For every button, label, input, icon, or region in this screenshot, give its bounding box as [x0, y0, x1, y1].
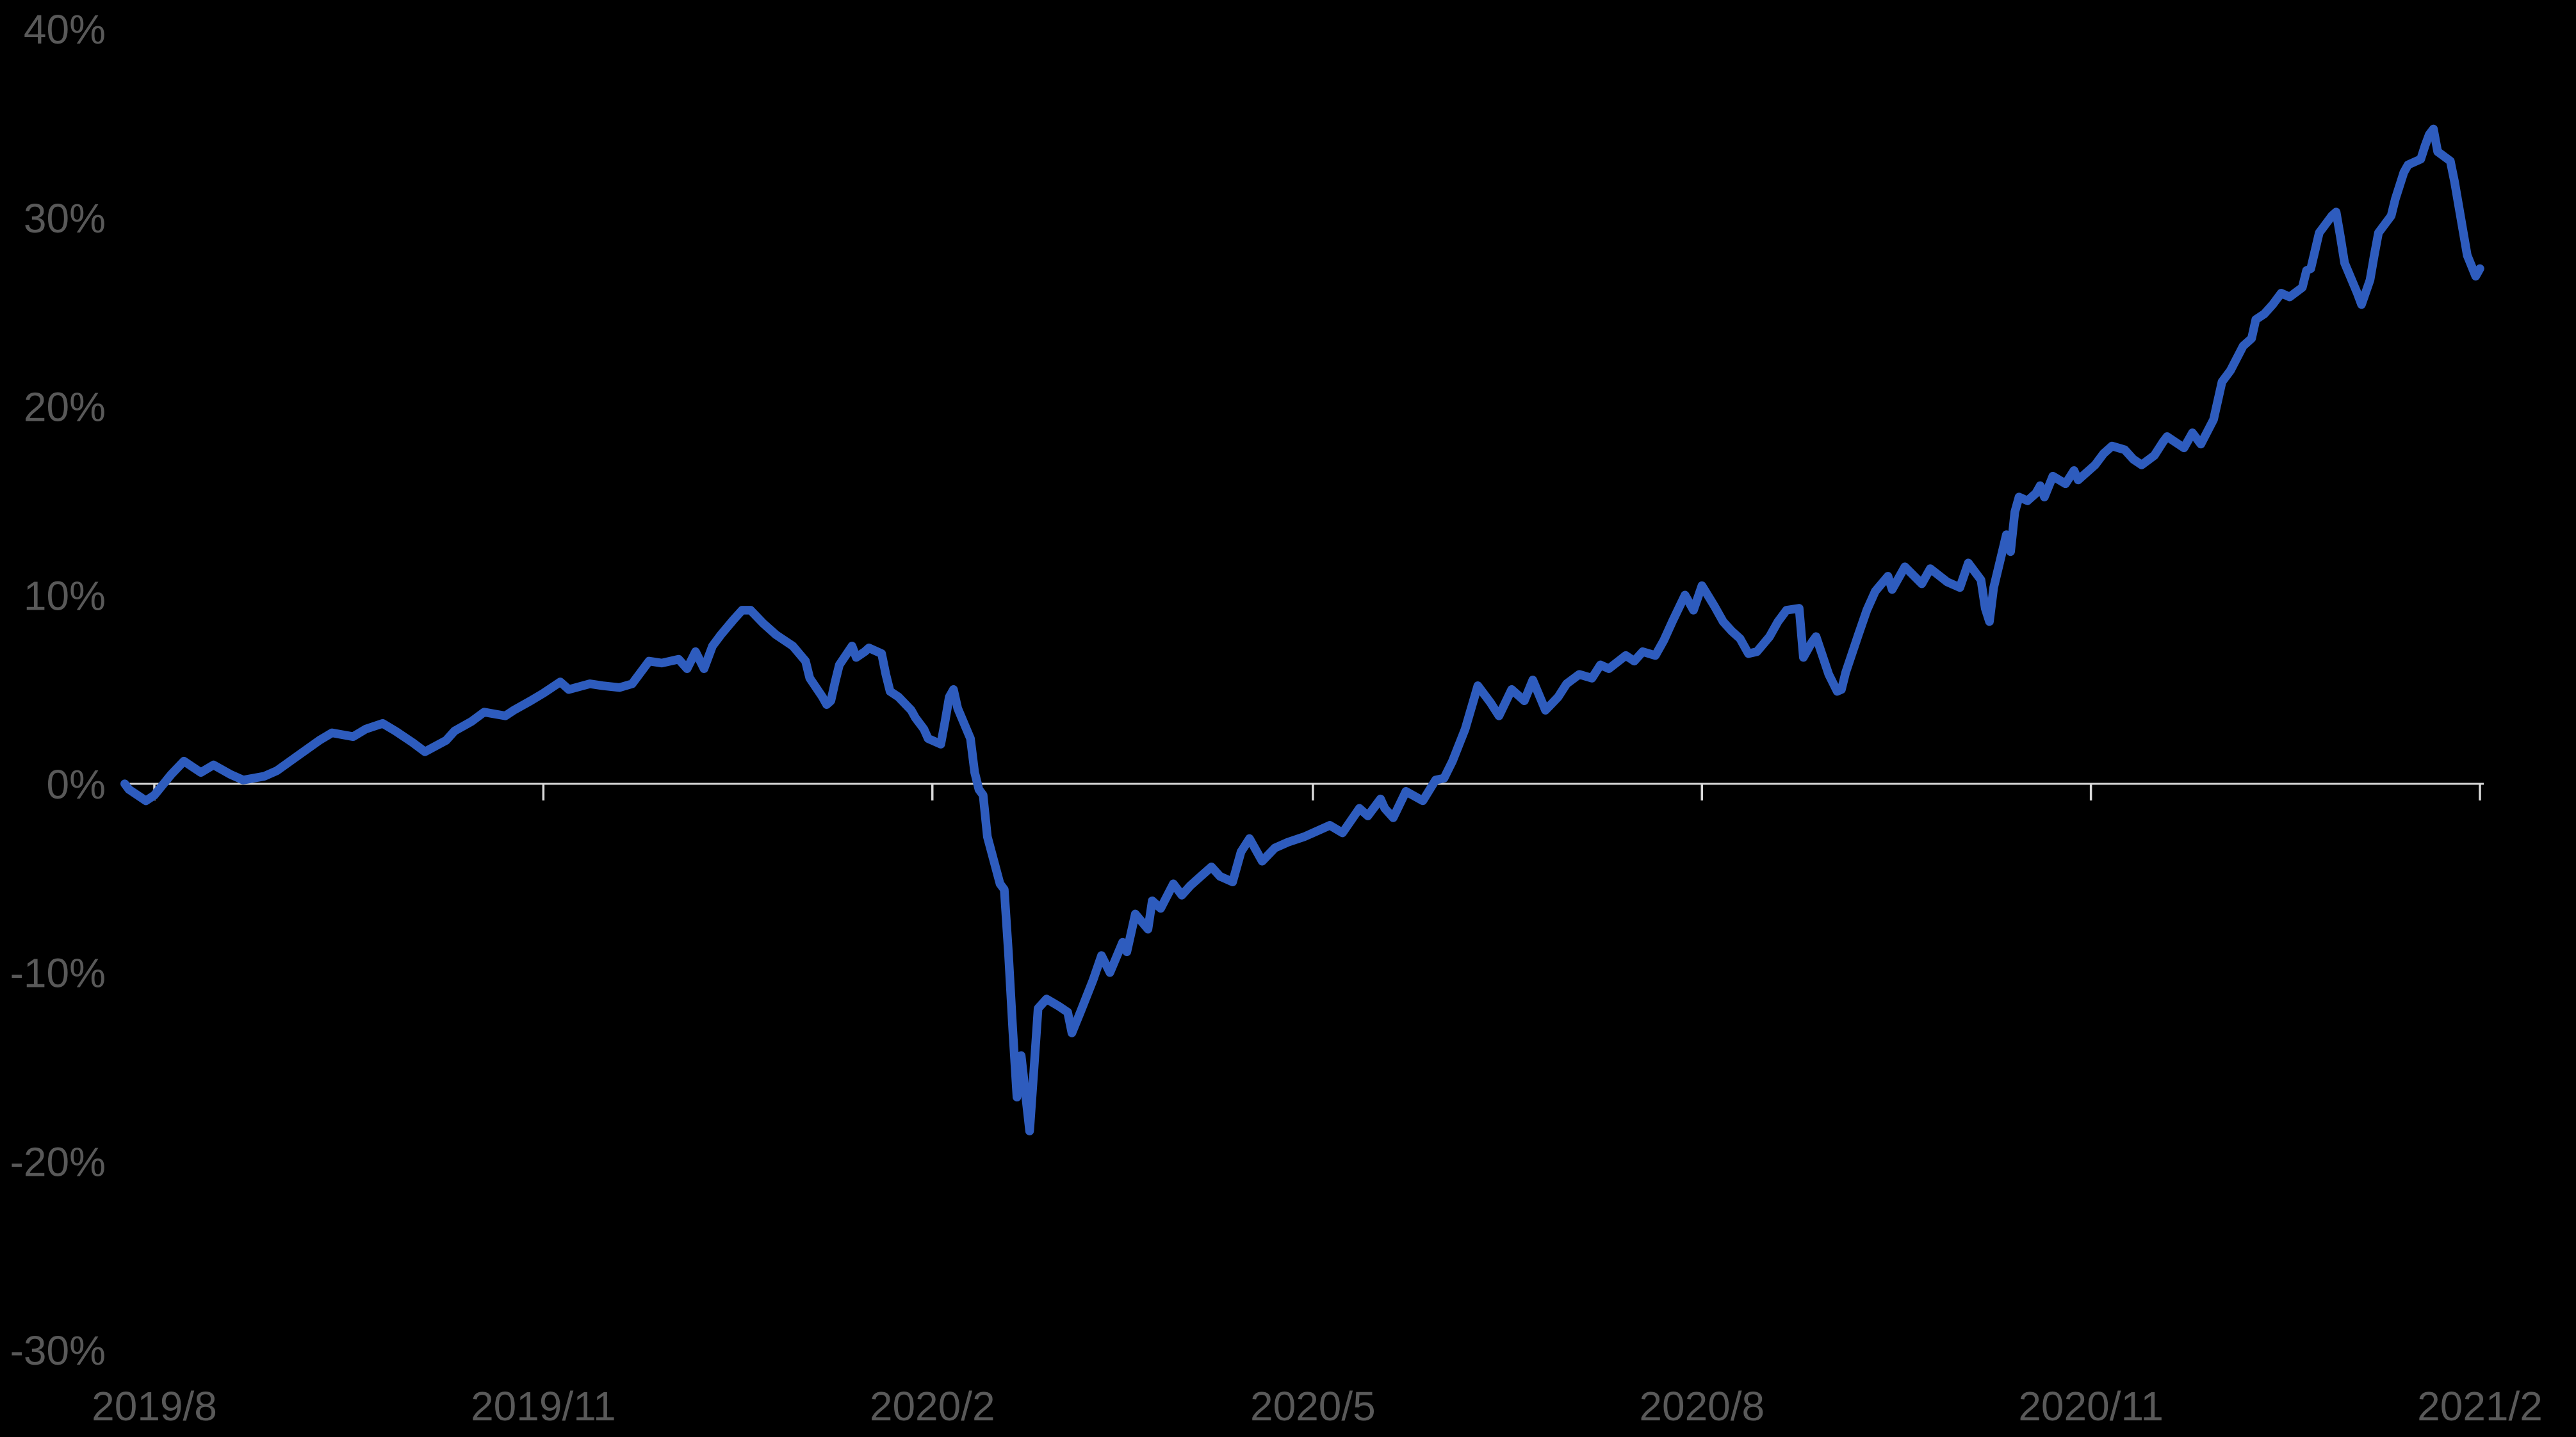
x-axis-tick-label: 2019/8	[92, 1383, 217, 1429]
x-axis-tick-label: 2021/2	[2417, 1383, 2543, 1429]
x-axis-tick-label: 2020/2	[870, 1383, 995, 1429]
x-axis-tick-label: 2020/5	[1250, 1383, 1376, 1429]
x-axis-tick-label: 2019/11	[471, 1383, 616, 1429]
x-axis-labels: 2019/8 2019/11 2020/2 2020/5 2020/8 2020/11 20…	[92, 1383, 2543, 1429]
y-axis-tick-label: -20%	[10, 1139, 106, 1185]
y-axis-tick-label: 10%	[24, 572, 106, 619]
y-axis-tick-label: 0%	[47, 761, 106, 808]
x-axis-tick-label: 2020/11	[2018, 1383, 2164, 1429]
return-series-line	[120, 124, 2484, 1135]
y-axis-labels: 40% 30% 20% 10% 0% -10% -20% -30%	[10, 6, 106, 1374]
series-layer	[120, 124, 2484, 1135]
y-axis-tick-label: 20%	[24, 384, 106, 430]
x-axis-tick-label: 2020/8	[1639, 1383, 1765, 1429]
y-axis-tick-label: -10%	[10, 950, 106, 996]
y-axis-tick-label: 30%	[24, 195, 106, 241]
y-axis-tick-label: -30%	[10, 1327, 106, 1374]
x-axis	[122, 783, 2484, 800]
y-axis-tick-label: 40%	[24, 6, 106, 53]
